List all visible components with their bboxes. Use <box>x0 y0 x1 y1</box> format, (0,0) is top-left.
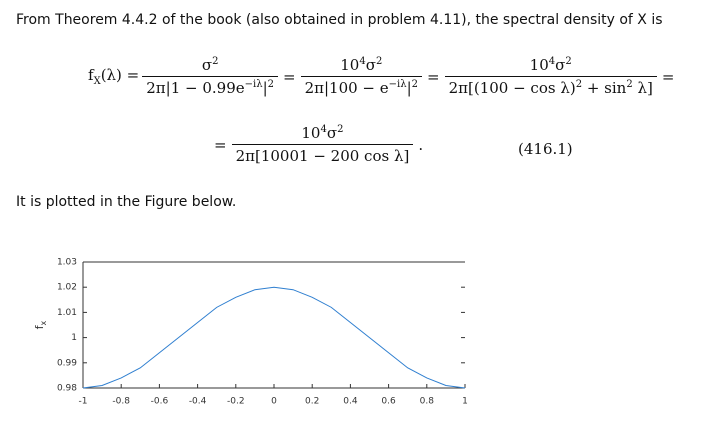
fraction: 104σ2 2π[(100 − cos λ)2 + sin2 λ] <box>444 56 657 97</box>
math-text: 2π[10001 − 200 cos λ] <box>235 147 410 165</box>
math-group: 104σ2 <box>526 56 576 76</box>
math-text: λ] <box>632 79 653 97</box>
math-text: (λ) = <box>100 66 140 84</box>
math-text: . <box>418 135 424 154</box>
chart: 0.98 0.99 1 1.01 1.02 1.03 -1 -0.8 -0.6 -0.4 -0.2 0… <box>33 258 468 407</box>
math-text: 2 <box>212 56 219 67</box>
math-text: 4 <box>359 56 366 67</box>
y-tick-label: 1.03 <box>57 258 77 268</box>
math-text: σ <box>326 124 338 142</box>
y-label-sub: x <box>39 320 48 325</box>
equation-number: (416.1) <box>518 140 573 158</box>
x-tick-label: 0.6 <box>381 397 396 407</box>
y-tick-label: 1.01 <box>57 308 77 318</box>
math-text: σ <box>201 56 213 74</box>
caption: It is plotted in the Figure below. <box>16 194 237 210</box>
math-text: 10 <box>340 56 360 74</box>
math-group: 2π[(100 − cos λ)2 + sin2 λ] <box>444 76 657 97</box>
x-tick-label: -0.8 <box>112 397 130 407</box>
fraction: 104σ2 2π|100 − e−iλ|2 <box>300 56 423 97</box>
x-tick-label: -1 <box>79 397 88 407</box>
math-text: + sin <box>582 79 627 97</box>
x-tick-label: -0.4 <box>189 397 207 407</box>
line <box>82 286 466 389</box>
paragraph: From Theorem 4.4.2 of the book (also obt… <box>16 12 663 28</box>
fraction: σ2 2π|1 − 0.99e−iλ|2 <box>142 56 278 97</box>
math-text: 2 <box>411 79 419 90</box>
math-text: = <box>427 67 440 86</box>
x-tick-label: 0 <box>271 397 277 407</box>
math-text: σ <box>365 56 376 74</box>
math-text: f <box>88 66 94 84</box>
x-tick-label: 0.8 <box>420 397 435 407</box>
math-group: 104σ2 <box>297 124 347 144</box>
math-text: 4 <box>548 56 556 67</box>
math-text: −iλ <box>244 79 263 90</box>
equation-line: fX(λ) = σ2 2π|1 − 0.99e−iλ|2 = 104σ2 2π|100 −… <box>88 56 676 97</box>
math-text: | <box>262 79 268 97</box>
math-text: 2 <box>337 124 344 135</box>
math-group: = <box>214 136 227 154</box>
math-text: X <box>93 76 101 87</box>
math-group: 2π[10001 − 200 cos λ] <box>231 144 414 165</box>
math-group: 2π|1 − 0.99e−iλ|2 <box>142 76 278 97</box>
math-text: 2 <box>565 56 572 67</box>
math-group: = <box>427 68 440 86</box>
math-text: 4 <box>320 124 327 135</box>
math-text: −iλ <box>388 79 407 90</box>
math-text: 2π[(100 − cos λ) <box>448 79 576 97</box>
math-text: 2π|1 − 0.99e <box>146 79 245 97</box>
math-text: 2π|100 − e <box>304 79 389 97</box>
y-tick-label: 1 <box>71 333 77 343</box>
math-text: = <box>661 67 675 86</box>
math-group: 2π|100 − e−iλ|2 <box>300 76 423 97</box>
y-label-main: f <box>33 324 46 329</box>
math-text: 10 <box>301 124 321 142</box>
math-text: = <box>214 135 227 154</box>
math-text: 2 <box>626 79 633 90</box>
math-group: σ2 <box>198 56 223 76</box>
fraction: 104σ2 2π[10001 − 200 cos λ] <box>231 124 414 165</box>
math-text: = <box>283 67 296 86</box>
x-tick-label: 0.4 <box>343 397 358 407</box>
math-group: = <box>283 68 296 86</box>
math-group: fX(λ) = <box>88 66 139 87</box>
math-text: 2 <box>575 79 583 90</box>
math-group: 104σ2 <box>336 56 386 76</box>
x-tick-label: -0.6 <box>151 397 169 407</box>
x-tick-label: 1 <box>462 397 468 407</box>
equation-line: = 104σ2 2π[10001 − 200 cos λ]. <box>212 124 425 165</box>
math-text: | <box>406 79 412 97</box>
x-tick-label: 0.2 <box>305 397 319 407</box>
y-tick-label: 0.98 <box>57 384 77 394</box>
math-text: σ <box>555 56 566 74</box>
x-tick-label: -0.2 <box>227 397 245 407</box>
math-text: 2 <box>375 56 383 67</box>
y-tick-label: 0.99 <box>57 358 77 368</box>
math-group: . <box>418 136 423 154</box>
y-axis-label: fx <box>33 320 48 329</box>
y-tick-label: 1.02 <box>57 283 77 293</box>
math-group: = <box>662 68 675 86</box>
math-text: 10 <box>529 56 549 74</box>
math-text: 2 <box>267 79 274 90</box>
